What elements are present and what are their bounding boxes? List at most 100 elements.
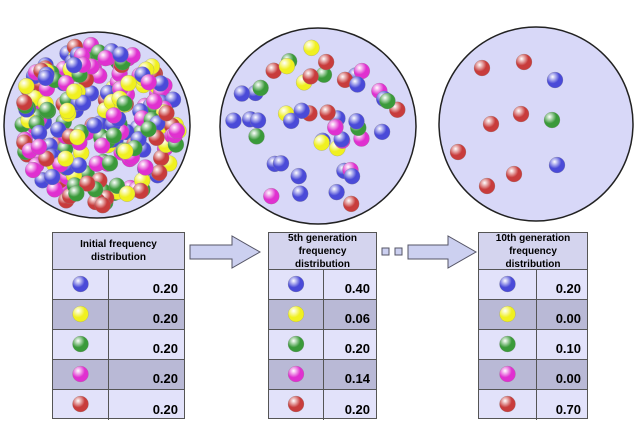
ball bbox=[515, 53, 533, 71]
frequency-value: 0.20 bbox=[344, 402, 370, 417]
ball bbox=[343, 167, 361, 185]
frequency-value: 0.20 bbox=[152, 402, 178, 417]
ball bbox=[70, 157, 88, 174]
ball bbox=[74, 94, 92, 112]
ball bbox=[24, 161, 42, 179]
ball bbox=[120, 74, 137, 92]
ball bbox=[38, 150, 55, 167]
table-row: 0.20 bbox=[53, 330, 184, 360]
table-row: 0.20 bbox=[53, 300, 184, 330]
ball bbox=[373, 123, 391, 141]
frequency-value: 0.70 bbox=[555, 402, 581, 417]
ball-icon bbox=[72, 305, 89, 323]
ball bbox=[327, 119, 344, 136]
ball bbox=[233, 85, 251, 102]
ball bbox=[225, 112, 242, 129]
ball bbox=[548, 156, 566, 174]
table-row: 0.70 bbox=[479, 390, 587, 420]
ball bbox=[59, 102, 76, 120]
ball bbox=[317, 53, 335, 71]
ball bbox=[94, 196, 111, 214]
population-circle bbox=[438, 26, 634, 222]
ball bbox=[249, 112, 267, 129]
ball-icon bbox=[72, 395, 89, 413]
table-row: 0.20 bbox=[269, 390, 376, 420]
ball-cell bbox=[479, 300, 537, 329]
ball bbox=[37, 69, 54, 87]
ball bbox=[328, 183, 345, 201]
ball bbox=[43, 168, 61, 186]
ball-cell bbox=[479, 330, 537, 359]
ball bbox=[293, 102, 310, 120]
ball bbox=[349, 76, 366, 93]
ball bbox=[482, 115, 500, 133]
ball bbox=[282, 112, 300, 130]
ball-icon bbox=[499, 365, 516, 383]
ball-icon bbox=[72, 275, 89, 293]
ball bbox=[140, 73, 157, 91]
ball bbox=[348, 113, 365, 130]
ball bbox=[38, 101, 56, 119]
ball-cell bbox=[269, 330, 324, 359]
ball bbox=[105, 127, 123, 144]
ball-cell bbox=[269, 270, 324, 299]
ball bbox=[86, 117, 103, 134]
ball-cell bbox=[269, 390, 324, 420]
ball bbox=[505, 165, 523, 183]
table-row: 0.40 bbox=[269, 270, 376, 300]
ball bbox=[69, 128, 86, 146]
ball bbox=[68, 185, 85, 202]
table-row: 0.20 bbox=[269, 330, 376, 360]
ball bbox=[97, 49, 114, 67]
ball-icon bbox=[499, 395, 516, 413]
table-row: 0.10 bbox=[479, 330, 587, 360]
ball-cell bbox=[269, 300, 324, 329]
ball bbox=[248, 128, 265, 145]
ball bbox=[30, 124, 48, 142]
ball bbox=[319, 104, 336, 121]
ball bbox=[473, 59, 491, 77]
ball bbox=[263, 187, 280, 205]
ball-icon bbox=[499, 335, 516, 353]
ball bbox=[146, 93, 163, 110]
ball bbox=[65, 83, 83, 100]
table-row: 0.20 bbox=[53, 360, 184, 390]
ball bbox=[18, 77, 35, 95]
frequency-value: 0.14 bbox=[344, 371, 370, 386]
ball bbox=[132, 182, 149, 200]
ball bbox=[291, 185, 309, 202]
ball-icon bbox=[499, 305, 516, 323]
ball bbox=[105, 107, 123, 124]
ball bbox=[16, 94, 33, 111]
ball bbox=[78, 175, 96, 192]
ball-icon bbox=[72, 335, 89, 353]
ball bbox=[546, 71, 564, 89]
ball bbox=[302, 68, 319, 85]
ball bbox=[30, 138, 48, 156]
ball-cell bbox=[53, 270, 109, 299]
ball-icon bbox=[287, 395, 305, 413]
table-row: 0.00 bbox=[479, 360, 587, 390]
frequency-value: 0.10 bbox=[555, 341, 581, 356]
ball bbox=[65, 56, 83, 74]
ball bbox=[543, 111, 561, 129]
ball-cell bbox=[479, 270, 537, 299]
table-row: 0.14 bbox=[269, 360, 376, 390]
ball bbox=[272, 155, 290, 172]
ball bbox=[379, 92, 396, 110]
table-header: 5th generation frequency distribution bbox=[269, 233, 376, 270]
frequency-table: 10th generation frequency distribution 0.… bbox=[478, 232, 588, 420]
ball-cell bbox=[269, 360, 324, 389]
frequency-value: 0.20 bbox=[152, 341, 178, 356]
ball bbox=[93, 137, 111, 154]
ball bbox=[303, 39, 320, 57]
table-row: 0.20 bbox=[53, 270, 184, 300]
ball bbox=[116, 143, 134, 160]
table-row: 0.06 bbox=[269, 300, 376, 330]
ball-cell bbox=[479, 390, 537, 420]
ball bbox=[278, 57, 296, 75]
frequency-value: 0.20 bbox=[152, 281, 178, 296]
frequency-value: 0.40 bbox=[344, 281, 370, 296]
ball bbox=[118, 185, 136, 203]
